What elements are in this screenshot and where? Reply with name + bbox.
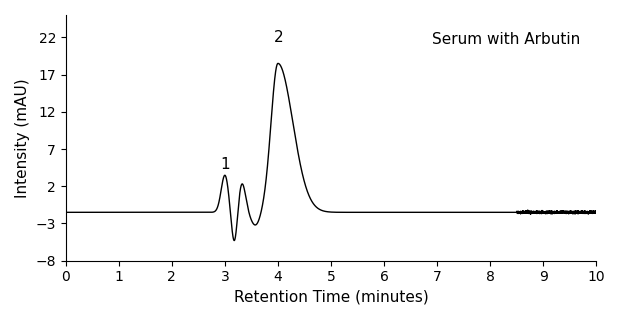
Text: 1: 1 <box>220 157 230 172</box>
Text: Serum with Arbutin: Serum with Arbutin <box>432 32 580 47</box>
Y-axis label: Intensity (mAU): Intensity (mAU) <box>15 78 30 198</box>
Text: 2: 2 <box>274 30 284 45</box>
X-axis label: Retention Time (minutes): Retention Time (minutes) <box>234 290 428 305</box>
